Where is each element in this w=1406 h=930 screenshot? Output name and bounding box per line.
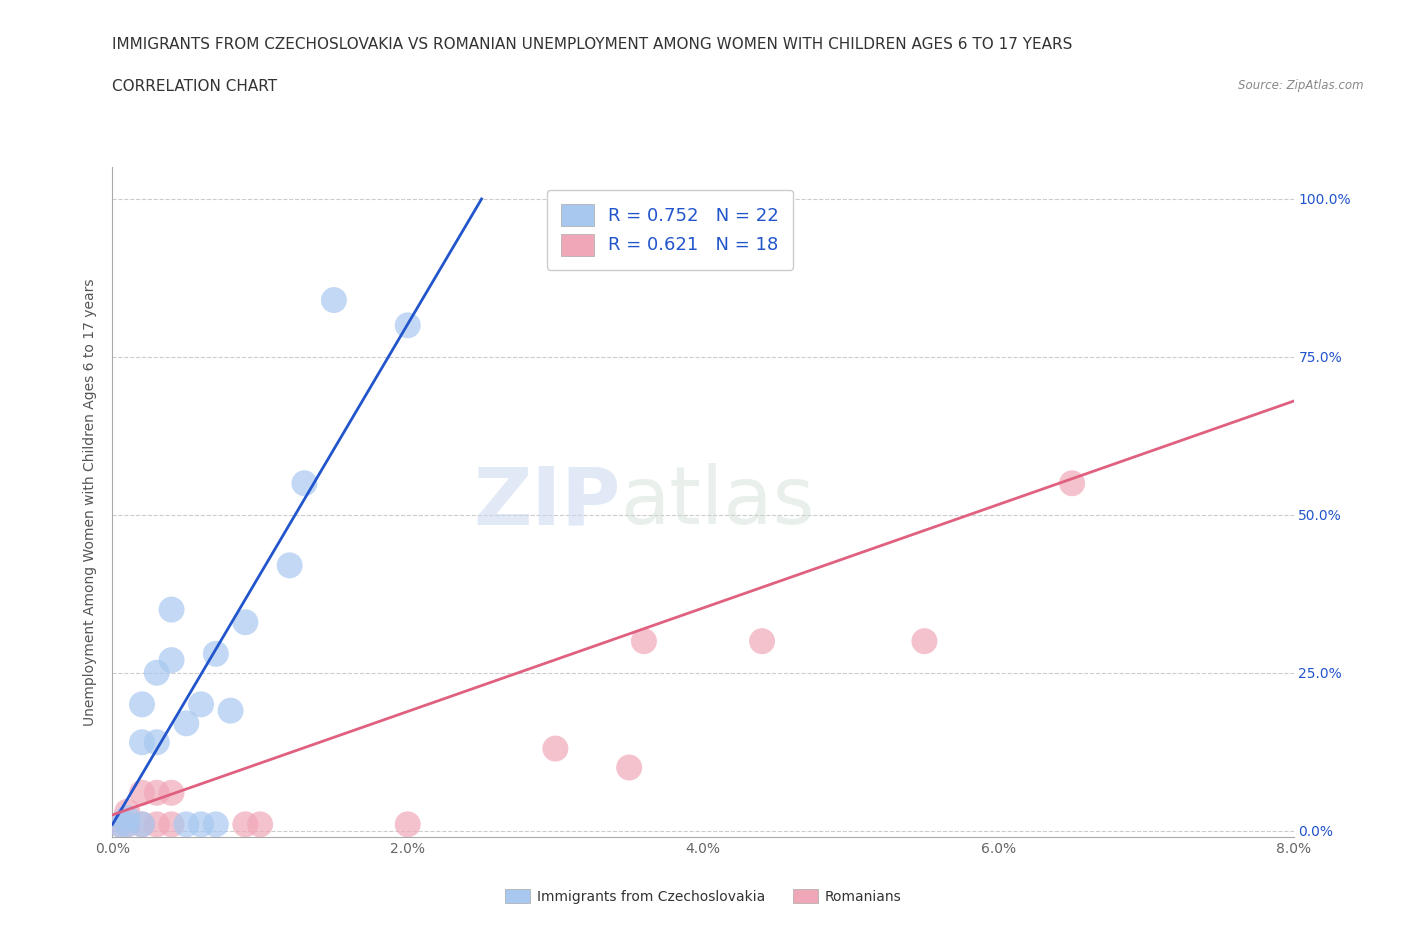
Point	[633, 633, 655, 648]
Point	[131, 817, 153, 831]
Point	[233, 817, 256, 831]
Text: ZIP: ZIP	[472, 463, 620, 541]
Point	[131, 735, 153, 750]
Y-axis label: Unemployment Among Women with Children Ages 6 to 17 years: Unemployment Among Women with Children A…	[83, 278, 97, 726]
Text: CORRELATION CHART: CORRELATION CHART	[112, 79, 277, 94]
Point	[544, 741, 567, 756]
Point	[190, 697, 212, 711]
Point	[174, 817, 197, 831]
Text: Source: ZipAtlas.com: Source: ZipAtlas.com	[1239, 79, 1364, 92]
Point	[131, 817, 153, 831]
Point	[190, 817, 212, 831]
Point	[278, 558, 301, 573]
Point	[292, 476, 315, 491]
Point	[146, 665, 169, 680]
Text: atlas: atlas	[620, 463, 814, 541]
Point	[160, 602, 183, 617]
Point	[396, 318, 419, 333]
Point	[146, 785, 169, 800]
Point	[160, 817, 183, 831]
Point	[174, 716, 197, 731]
Point	[219, 703, 242, 718]
Text: IMMIGRANTS FROM CZECHOSLOVAKIA VS ROMANIAN UNEMPLOYMENT AMONG WOMEN WITH CHILDRE: IMMIGRANTS FROM CZECHOSLOVAKIA VS ROMANI…	[112, 37, 1073, 52]
Point	[117, 811, 138, 826]
Point	[131, 785, 153, 800]
Point	[117, 817, 138, 831]
Point	[160, 653, 183, 668]
Point	[619, 760, 641, 775]
Point	[117, 804, 138, 819]
Point	[108, 817, 131, 831]
Point	[914, 633, 936, 648]
Point	[205, 817, 228, 831]
Point	[117, 817, 138, 831]
Legend: Immigrants from Czechoslovakia, Romanians: Immigrants from Czechoslovakia, Romanian…	[499, 884, 907, 910]
Point	[1062, 476, 1084, 491]
Point	[323, 293, 346, 308]
Point	[160, 785, 183, 800]
Point	[146, 735, 169, 750]
Point	[396, 817, 419, 831]
Point	[751, 633, 773, 648]
Point	[205, 646, 228, 661]
Point	[108, 817, 131, 831]
Point	[233, 615, 256, 630]
Point	[146, 817, 169, 831]
Point	[131, 697, 153, 711]
Legend: R = 0.752   N = 22, R = 0.621   N = 18: R = 0.752 N = 22, R = 0.621 N = 18	[547, 190, 793, 270]
Point	[249, 817, 271, 831]
